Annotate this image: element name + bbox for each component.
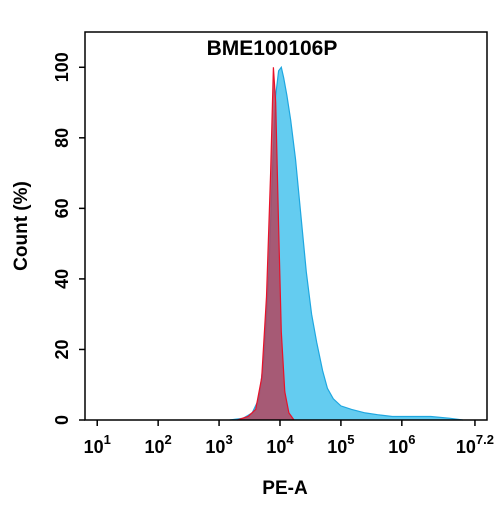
x-tick-label: 103: [205, 432, 232, 457]
y-axis-label: Count (%): [11, 181, 32, 271]
x-tick-label: 104: [266, 432, 294, 457]
x-tick-base: 10: [456, 437, 476, 457]
y-tick-label: 40: [52, 269, 72, 289]
x-tick-base: 10: [205, 437, 225, 457]
x-tick-base: 10: [327, 437, 347, 457]
x-tick-exponent: 6: [408, 432, 415, 447]
y-tick-label: 0: [52, 415, 72, 425]
x-tick-exponent: 4: [286, 432, 294, 447]
histogram-area: [229, 67, 463, 421]
histogram-outline: [237, 67, 295, 421]
x-tick-base: 10: [266, 437, 286, 457]
x-tick-label: 102: [145, 432, 172, 457]
x-tick-base: 10: [145, 437, 165, 457]
x-tick-exponent: 7.2: [476, 432, 494, 447]
x-tick-label: 101: [84, 432, 111, 457]
x-tick-exponent: 1: [104, 432, 111, 447]
x-tick-label: 107.2: [456, 432, 494, 457]
x-tick-label: 106: [388, 432, 415, 457]
x-tick-base: 10: [84, 437, 104, 457]
y-tick-label: 20: [52, 339, 72, 359]
plot-frame: [84, 31, 488, 421]
y-tick-label: 80: [52, 128, 72, 148]
chart-title: BME100106P: [207, 37, 338, 60]
x-tick-exponent: 2: [165, 432, 172, 447]
x-tick-label: 105: [327, 432, 354, 457]
x-tick-exponent: 5: [347, 432, 354, 447]
x-tick-base: 10: [388, 437, 408, 457]
x-tick-exponent: 3: [225, 432, 232, 447]
y-tick-label: 100: [52, 52, 72, 82]
histogram-area: [237, 67, 294, 421]
x-axis-label: PE-A: [262, 478, 308, 499]
y-tick-label: 60: [52, 198, 72, 218]
